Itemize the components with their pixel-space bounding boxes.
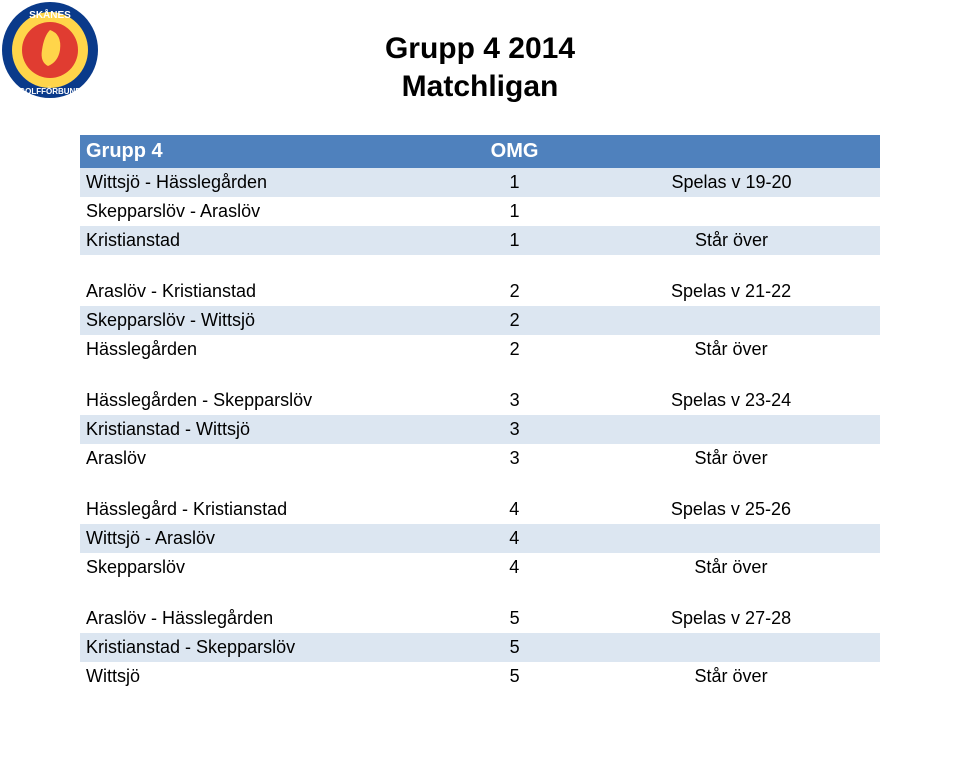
fixture-cell: Wittsjö - Araslöv — [80, 524, 447, 553]
fixture-cell: Skepparslöv - Wittsjö — [80, 306, 447, 335]
table-row: Kristianstad - Skepparslöv5 — [80, 633, 880, 662]
fixture-cell: Kristianstad - Wittsjö — [80, 415, 447, 444]
round-cell: 3 — [447, 444, 582, 473]
table-row: Wittsjö - Hässlegården1Spelas v 19-20 — [80, 168, 880, 197]
table-row: Hässlegården2Står över — [80, 335, 880, 364]
fixture-cell: Araslöv — [80, 444, 447, 473]
round-cell: 5 — [447, 633, 582, 662]
svg-text:SKÅNES: SKÅNES — [29, 8, 71, 21]
round-cell: 5 — [447, 662, 582, 691]
note-cell — [582, 524, 880, 553]
table-row: Skepparslöv4Står över — [80, 553, 880, 582]
fixture-cell: Kristianstad — [80, 226, 446, 255]
page-title: Grupp 4 2014 Matchligan — [0, 0, 960, 135]
round-cell: 3 — [447, 386, 582, 415]
table-row: Wittsjö5Står över — [80, 662, 880, 691]
table-header-row: Grupp 4OMG — [80, 135, 880, 168]
round-cell: 2 — [447, 306, 582, 335]
title-line-1: Grupp 4 2014 — [0, 30, 960, 68]
note-cell: Står över — [583, 226, 880, 255]
header-note — [583, 135, 880, 168]
schedule-block: Hässlegården - Skepparslöv3Spelas v 23-2… — [80, 386, 880, 473]
table-row: Skepparslöv - Wittsjö2 — [80, 306, 880, 335]
schedule-block: Grupp 4OMGWittsjö - Hässlegården1Spelas … — [80, 135, 880, 255]
round-cell: 5 — [447, 604, 582, 633]
note-cell — [582, 415, 880, 444]
fixture-cell: Kristianstad - Skepparslöv — [80, 633, 447, 662]
table-row: Araslöv3Står över — [80, 444, 880, 473]
fixture-cell: Hässlegård - Kristianstad — [80, 495, 447, 524]
table-row: Wittsjö - Araslöv4 — [80, 524, 880, 553]
table-row: Araslöv - Kristianstad2Spelas v 21-22 — [80, 277, 880, 306]
note-cell: Står över — [582, 553, 880, 582]
org-logo: SKÅNES GOLFFÖRBUND — [0, 0, 100, 100]
header-group: Grupp 4 — [80, 135, 446, 168]
round-cell: 4 — [447, 524, 582, 553]
schedule-block: Araslöv - Kristianstad2Spelas v 21-22Ske… — [80, 277, 880, 364]
note-cell: Står över — [582, 335, 880, 364]
table-row: Hässlegård - Kristianstad4Spelas v 25-26 — [80, 495, 880, 524]
round-cell: 2 — [447, 335, 582, 364]
table-row: Hässlegården - Skepparslöv3Spelas v 23-2… — [80, 386, 880, 415]
table-row: Skepparslöv - Araslöv1 — [80, 197, 880, 226]
note-cell — [583, 197, 880, 226]
fixture-cell: Skepparslöv — [80, 553, 447, 582]
note-cell: Spelas v 23-24 — [582, 386, 880, 415]
fixture-cell: Wittsjö - Hässlegården — [80, 168, 446, 197]
round-cell: 1 — [446, 226, 583, 255]
svg-text:GOLFFÖRBUND: GOLFFÖRBUND — [19, 87, 81, 96]
fixture-cell: Araslöv - Kristianstad — [80, 277, 447, 306]
title-line-2: Matchligan — [0, 68, 960, 106]
fixture-cell: Skepparslöv - Araslöv — [80, 197, 446, 226]
fixture-cell: Araslöv - Hässlegården — [80, 604, 447, 633]
note-cell: Spelas v 19-20 — [583, 168, 880, 197]
note-cell: Spelas v 21-22 — [582, 277, 880, 306]
fixture-cell: Wittsjö — [80, 662, 447, 691]
round-cell: 1 — [446, 197, 583, 226]
table-row: Araslöv - Hässlegården5Spelas v 27-28 — [80, 604, 880, 633]
schedule-tables: Grupp 4OMGWittsjö - Hässlegården1Spelas … — [80, 135, 880, 691]
round-cell: 4 — [447, 553, 582, 582]
header-round: OMG — [446, 135, 583, 168]
schedule-block: Hässlegård - Kristianstad4Spelas v 25-26… — [80, 495, 880, 582]
round-cell: 1 — [446, 168, 583, 197]
fixture-cell: Hässlegården — [80, 335, 447, 364]
round-cell: 2 — [447, 277, 582, 306]
note-cell: Står över — [582, 662, 880, 691]
schedule-block: Araslöv - Hässlegården5Spelas v 27-28Kri… — [80, 604, 880, 691]
note-cell: Spelas v 27-28 — [582, 604, 880, 633]
note-cell: Står över — [582, 444, 880, 473]
table-row: Kristianstad1Står över — [80, 226, 880, 255]
note-cell — [582, 633, 880, 662]
note-cell: Spelas v 25-26 — [582, 495, 880, 524]
round-cell: 3 — [447, 415, 582, 444]
round-cell: 4 — [447, 495, 582, 524]
fixture-cell: Hässlegården - Skepparslöv — [80, 386, 447, 415]
note-cell — [582, 306, 880, 335]
table-row: Kristianstad - Wittsjö3 — [80, 415, 880, 444]
